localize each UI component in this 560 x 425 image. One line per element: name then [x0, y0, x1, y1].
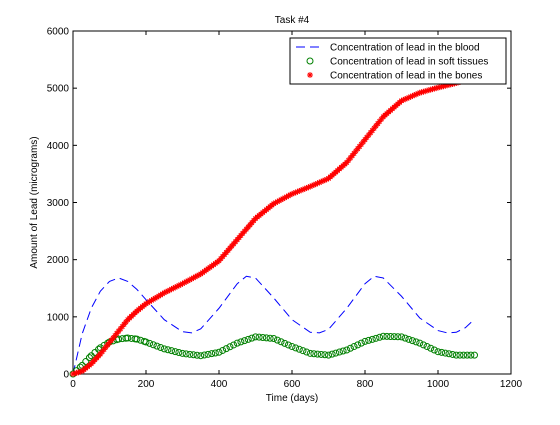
legend-label-2: Concentration of lead in soft tissues — [330, 57, 488, 68]
y-tick-label: 2000 — [47, 255, 70, 266]
y-tick-label: 3000 — [47, 198, 70, 209]
x-tick-label: 400 — [211, 379, 228, 390]
x-tick-label: 200 — [138, 379, 155, 390]
x-tick-label: 600 — [284, 379, 301, 390]
y-tick-label: 5000 — [47, 84, 70, 95]
x-tick-label: 1200 — [500, 379, 523, 390]
legend: Concentration of lead in the blood Concen… — [290, 38, 506, 84]
legend-label-3: Concentration of lead in the bones — [330, 71, 482, 82]
legend-label-1: Concentration of lead in the blood — [330, 43, 480, 54]
y-axis-label: Amount of Lead (micrograms) — [29, 136, 40, 268]
x-axis-label: Time (days) — [266, 393, 318, 404]
y-tick-label: 0 — [63, 370, 69, 381]
y-tick-label: 6000 — [47, 27, 70, 38]
x-tick-label: 0 — [70, 379, 76, 390]
x-tick-label: 1000 — [427, 379, 450, 390]
y-tick-label: 4000 — [47, 141, 70, 152]
x-tick-label: 800 — [357, 379, 374, 390]
legend-swatch-3 — [307, 72, 313, 78]
y-tick-label: 1000 — [47, 312, 70, 323]
chart-title: Task #4 — [275, 15, 310, 26]
